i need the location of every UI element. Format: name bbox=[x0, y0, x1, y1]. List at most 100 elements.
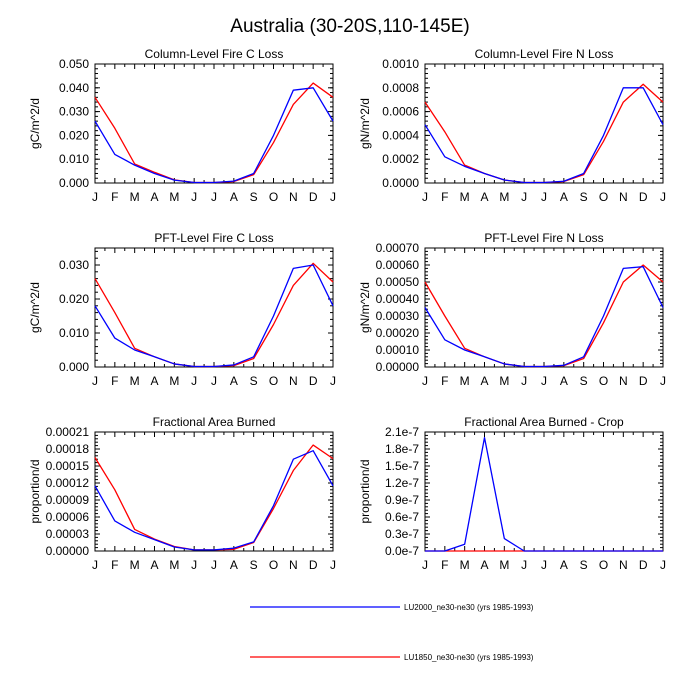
y-tick-label: 0.020 bbox=[59, 128, 89, 142]
x-tick-label: J bbox=[92, 190, 98, 204]
y-tick-label: 1.8e-7 bbox=[385, 442, 419, 456]
y-tick-label: 0.00040 bbox=[376, 292, 420, 306]
x-tick-label: M bbox=[130, 374, 140, 388]
legend: LU2000_ne30-ne30 (yrs 1985-1993) LU1850_n… bbox=[250, 603, 534, 662]
x-tick-label: J bbox=[191, 374, 197, 388]
y-tick-label: 0.030 bbox=[59, 105, 89, 119]
x-tick-label: O bbox=[269, 190, 278, 204]
x-tick-label: J bbox=[330, 374, 336, 388]
x-tick-label: J bbox=[660, 190, 666, 204]
x-tick-label: M bbox=[499, 374, 509, 388]
x-tick-label: J bbox=[541, 190, 547, 204]
x-tick-label: A bbox=[560, 558, 568, 572]
y-tick-label: 0.0008 bbox=[382, 81, 419, 95]
y-tick-label: 0.00050 bbox=[376, 275, 420, 289]
x-tick-label: J bbox=[191, 558, 197, 572]
y-tick-label: 0.3e-7 bbox=[385, 527, 419, 541]
y-tick-label: 0.0004 bbox=[382, 128, 419, 142]
y-tick-label: 0.040 bbox=[59, 81, 89, 95]
x-tick-label: D bbox=[309, 190, 318, 204]
y-tick-label: 0.00070 bbox=[376, 241, 420, 255]
x-tick-label: N bbox=[619, 374, 628, 388]
series-line-lu1850 bbox=[94, 444, 334, 551]
x-tick-label: M bbox=[499, 558, 509, 572]
x-tick-label: D bbox=[639, 558, 648, 572]
x-tick-label: O bbox=[269, 558, 278, 572]
x-tick-label: N bbox=[619, 190, 628, 204]
x-tick-label: J bbox=[521, 374, 527, 388]
x-tick-label: N bbox=[289, 374, 298, 388]
x-tick-label: M bbox=[460, 190, 470, 204]
y-tick-label: 0.00060 bbox=[376, 258, 420, 272]
x-tick-label: A bbox=[560, 374, 568, 388]
legend-item: LU2000_ne30-ne30 (yrs 1985-1993) bbox=[250, 603, 534, 612]
y-tick-label: 1.2e-7 bbox=[385, 476, 419, 490]
plot-frame bbox=[94, 431, 334, 552]
y-tick-label: 0.00020 bbox=[376, 326, 420, 340]
x-tick-label: S bbox=[580, 374, 588, 388]
x-tick-label: J bbox=[211, 374, 217, 388]
panel-title: Column-Level Fire C Loss bbox=[145, 47, 284, 61]
y-tick-label: 0.010 bbox=[59, 326, 89, 340]
x-tick-label: F bbox=[441, 190, 448, 204]
x-tick-label: A bbox=[150, 558, 158, 572]
x-tick-label: N bbox=[289, 558, 298, 572]
x-tick-label: A bbox=[480, 374, 488, 388]
y-tick-label: 2.1e-7 bbox=[385, 425, 419, 439]
x-tick-label: J bbox=[541, 374, 547, 388]
y-tick-label: 0.0002 bbox=[382, 152, 419, 166]
x-tick-label: N bbox=[289, 190, 298, 204]
series-line-lu2000 bbox=[94, 87, 334, 184]
x-tick-label: J bbox=[521, 558, 527, 572]
legend-label: LU2000_ne30-ne30 (yrs 1985-1993) bbox=[404, 603, 534, 612]
x-tick-label: J bbox=[521, 190, 527, 204]
x-tick-label: J bbox=[211, 558, 217, 572]
x-tick-label: A bbox=[480, 558, 488, 572]
panel-title: Fractional Area Burned bbox=[153, 415, 276, 429]
y-axis-label: proportion/d bbox=[358, 459, 372, 523]
series-line-lu1850 bbox=[424, 264, 664, 368]
series-line-lu2000 bbox=[424, 87, 664, 184]
y-tick-label: 0.00006 bbox=[46, 510, 90, 524]
y-tick-label: 0.00010 bbox=[376, 343, 420, 357]
series-line-lu2000 bbox=[424, 266, 664, 368]
y-tick-label: 1.5e-7 bbox=[385, 459, 419, 473]
y-tick-label: 0.00030 bbox=[376, 309, 420, 323]
y-tick-label: 0.00012 bbox=[46, 476, 90, 490]
y-tick-label: 0.00021 bbox=[46, 425, 90, 439]
x-tick-label: O bbox=[599, 374, 608, 388]
y-tick-label: 0.00000 bbox=[376, 360, 420, 374]
x-tick-label: A bbox=[480, 190, 488, 204]
x-tick-label: A bbox=[150, 190, 158, 204]
chart-panel-6: Fractional Area Burned - Crop proportion/… bbox=[358, 415, 666, 572]
x-tick-label: S bbox=[580, 190, 588, 204]
series-line-lu1850 bbox=[424, 83, 664, 184]
y-tick-label: 0.00015 bbox=[46, 459, 90, 473]
panel-title: Fractional Area Burned - Crop bbox=[464, 415, 624, 429]
y-axis-label: gC/m^2/d bbox=[28, 98, 42, 149]
x-tick-label: J bbox=[92, 558, 98, 572]
x-tick-label: J bbox=[211, 190, 217, 204]
x-tick-label: J bbox=[92, 374, 98, 388]
series-line-lu1850 bbox=[94, 262, 334, 368]
x-tick-label: D bbox=[639, 374, 648, 388]
plot-frame bbox=[424, 247, 664, 368]
series-line-lu2000 bbox=[94, 264, 334, 368]
x-tick-label: M bbox=[169, 374, 179, 388]
series-line-lu2000 bbox=[94, 450, 334, 551]
panel-title: PFT-Level Fire C Loss bbox=[154, 231, 273, 245]
legend-label: LU1850_ne30-ne30 (yrs 1985-1993) bbox=[404, 653, 534, 662]
x-tick-label: F bbox=[441, 558, 448, 572]
x-tick-label: M bbox=[460, 558, 470, 572]
y-tick-label: 0.020 bbox=[59, 292, 89, 306]
x-tick-label: J bbox=[541, 558, 547, 572]
x-tick-label: J bbox=[660, 374, 666, 388]
y-tick-label: 0.0000 bbox=[382, 176, 419, 190]
series-line-lu1850 bbox=[94, 82, 334, 184]
y-axis-label: gN/m^2/d bbox=[358, 282, 372, 333]
x-tick-label: M bbox=[460, 374, 470, 388]
x-tick-label: O bbox=[599, 190, 608, 204]
y-tick-label: 0.000 bbox=[59, 176, 89, 190]
